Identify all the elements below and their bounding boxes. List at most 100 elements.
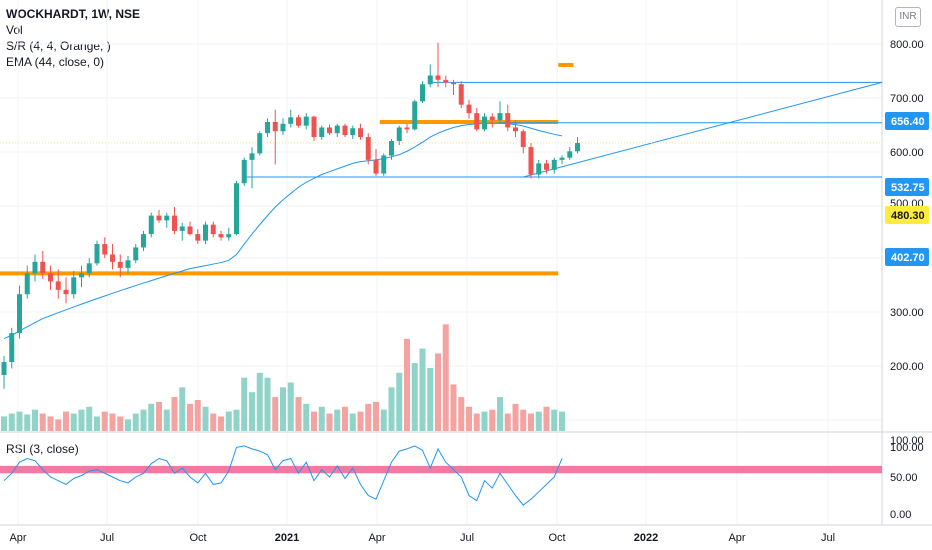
- volume-bar: [396, 372, 403, 431]
- candle-body: [575, 142, 580, 152]
- volume-bar: [551, 409, 558, 431]
- volume-bar: [233, 409, 240, 431]
- candle-body: [482, 116, 487, 130]
- volume-bar: [16, 411, 23, 431]
- candle: [334, 123, 340, 138]
- price-label-bg: [885, 206, 929, 224]
- candle: [172, 207, 177, 235]
- volume-bar: [179, 387, 186, 431]
- volume-bar: [256, 372, 263, 431]
- rsi-tick-label: 0.00: [890, 509, 911, 521]
- rsi-indicator-label[interactable]: RSI (3, close): [6, 442, 79, 456]
- volume-bar: [311, 411, 317, 431]
- price-tick-label: 300.00: [890, 307, 924, 319]
- volume-bar: [109, 413, 116, 431]
- candle-body: [32, 261, 38, 274]
- candle-body: [226, 234, 232, 238]
- candle: [474, 108, 480, 132]
- candle-body: [179, 226, 185, 231]
- candle: [435, 42, 441, 88]
- volume-bar: [365, 403, 372, 431]
- volume-bar: [63, 411, 69, 431]
- candle-body: [218, 234, 224, 238]
- candle: [24, 265, 30, 299]
- currency-button[interactable]: INR: [895, 7, 921, 27]
- candle: [350, 125, 356, 140]
- volume-bar: [481, 411, 488, 431]
- candle-body: [551, 159, 557, 170]
- ema-indicator-label[interactable]: EMA (44, close, 0): [6, 55, 105, 69]
- candle-body: [17, 294, 22, 334]
- candle: [117, 254, 123, 278]
- volume-bar: [373, 401, 379, 431]
- candle-body: [71, 277, 77, 295]
- volume-bar: [264, 377, 271, 431]
- volume-bar: [442, 324, 449, 431]
- candle: [203, 221, 208, 245]
- volume-bar: [318, 406, 325, 431]
- price-tick-label: 100.00: [890, 442, 924, 454]
- candle-body: [86, 263, 92, 274]
- candle: [102, 237, 108, 259]
- candle-body: [350, 128, 356, 136]
- volume-bar: [101, 411, 108, 431]
- candle: [164, 212, 170, 228]
- volume-bar: [349, 413, 356, 431]
- volume-bar: [249, 392, 255, 431]
- candle: [249, 147, 255, 189]
- candle-body: [110, 254, 115, 262]
- candle-body: [513, 127, 518, 132]
- candle-body: [102, 244, 108, 255]
- volume-bar: [473, 413, 480, 431]
- volume-bar: [303, 403, 310, 431]
- volume-bar: [466, 406, 472, 431]
- candle-body: [117, 261, 123, 268]
- candle: [528, 142, 534, 179]
- candle: [234, 180, 239, 236]
- price-tick-label: 700.00: [890, 93, 924, 105]
- volume-bar: [24, 414, 31, 431]
- candle: [296, 114, 301, 128]
- volume-bar: [334, 409, 341, 431]
- candle: [17, 285, 22, 339]
- time-tick-label: Jul: [821, 532, 835, 544]
- candle-body: [412, 101, 418, 130]
- volume-bar: [520, 409, 527, 431]
- volume-bar: [287, 382, 294, 431]
- candle: [381, 153, 387, 176]
- candle: [536, 159, 542, 179]
- candle-body: [1, 362, 7, 375]
- candle-body: [265, 121, 270, 134]
- price-label: 656.40: [891, 116, 925, 128]
- volume-bar: [32, 409, 38, 431]
- volume-bar: [171, 397, 178, 431]
- volume-bar: [187, 403, 193, 431]
- candle-body: [133, 247, 139, 261]
- trend-line: [523, 81, 883, 178]
- rsi-band: [0, 465, 882, 474]
- candle-body: [210, 224, 216, 235]
- volume-bar: [94, 416, 100, 431]
- candle-body: [125, 260, 131, 268]
- ema-line: [3, 122, 563, 340]
- candle: [520, 129, 526, 154]
- volume-bar: [458, 397, 465, 431]
- volume-indicator-label[interactable]: Vol: [6, 23, 23, 37]
- candle-body: [249, 153, 255, 160]
- volume-bar: [388, 387, 395, 431]
- candle-body: [381, 155, 387, 174]
- time-tick-label: Jul: [100, 532, 114, 544]
- volume-bar: [535, 411, 542, 431]
- volume-bar: [528, 413, 534, 431]
- candle: [110, 244, 115, 270]
- candle-body: [451, 82, 456, 85]
- candle: [133, 244, 139, 264]
- rsi-line: [3, 445, 563, 506]
- candle: [505, 104, 511, 132]
- candle-body: [427, 75, 433, 85]
- volume-bar: [202, 406, 209, 431]
- sr-indicator-label[interactable]: S/R (4, 4, Orange, ): [6, 39, 111, 53]
- volume-bar: [241, 377, 248, 431]
- price-tick-label: 200.00: [890, 361, 924, 373]
